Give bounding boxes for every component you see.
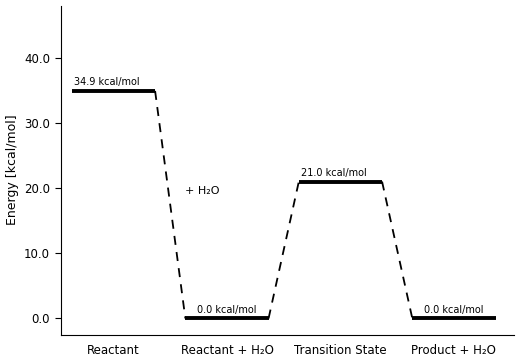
Text: + H₂O: + H₂O [185, 186, 220, 196]
Text: 0.0 kcal/mol: 0.0 kcal/mol [424, 305, 484, 314]
Text: 0.0 kcal/mol: 0.0 kcal/mol [197, 305, 257, 314]
Y-axis label: Energy [kcal/mol]: Energy [kcal/mol] [6, 115, 19, 225]
Text: 34.9 kcal/mol: 34.9 kcal/mol [74, 77, 140, 87]
Text: 21.0 kcal/mol: 21.0 kcal/mol [301, 168, 367, 178]
